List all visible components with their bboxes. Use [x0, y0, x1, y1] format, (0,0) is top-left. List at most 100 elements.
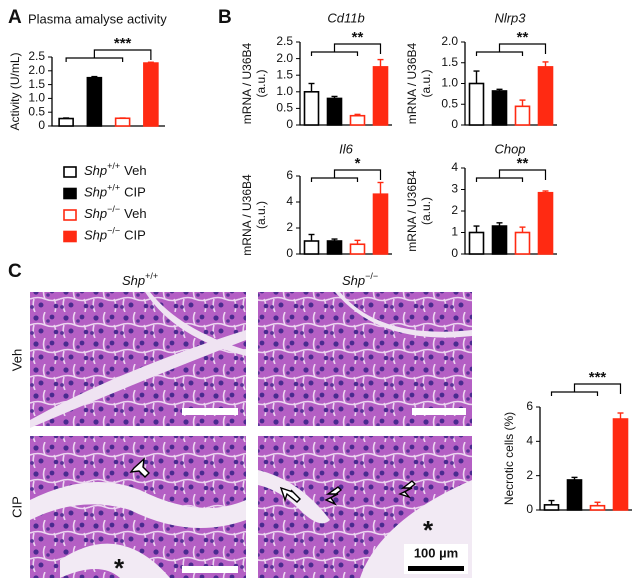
y-tick-label: 2	[526, 468, 533, 482]
legend-swatch	[63, 166, 77, 178]
y-tick-label: 1.0	[441, 76, 458, 90]
genotype: −/−	[107, 204, 120, 214]
chart-title: Chop	[494, 141, 525, 156]
significance-bracket	[475, 169, 547, 182]
genotype: +/+	[107, 161, 120, 171]
y-tick-label: 0	[286, 117, 293, 131]
chart-title: Cd11b	[327, 10, 364, 25]
bar	[303, 91, 320, 126]
y-tick-label: 1.5	[441, 55, 458, 69]
bar	[372, 66, 389, 126]
scale-label: 100 µm	[414, 545, 458, 560]
bar	[612, 418, 629, 511]
legend-swatch	[63, 209, 77, 221]
significance-bracket	[310, 43, 382, 56]
y-tick-label: 1.0	[276, 84, 293, 98]
y-axis-label: mRNA / U36B4	[405, 170, 419, 252]
bar	[543, 504, 560, 511]
significance-bracket	[310, 169, 382, 182]
y-tick-label: 0	[451, 246, 458, 260]
y-tick-label: 2	[451, 203, 458, 217]
bar	[326, 97, 343, 126]
bar	[514, 105, 531, 126]
genotype: +/+	[145, 271, 158, 281]
y-tick-label: 0	[286, 246, 293, 260]
bar	[491, 225, 508, 255]
significance: **	[517, 155, 529, 172]
legend-label: Shp−/− CIP	[84, 226, 146, 243]
y-axis-label: Activity (U/mL)	[8, 52, 22, 130]
bar	[143, 62, 159, 127]
legend-label: Shp+/+ Veh	[84, 161, 147, 178]
significance-bracket	[65, 49, 152, 62]
significance-bracket	[475, 43, 547, 56]
gene: Shp	[122, 273, 145, 288]
y-axis-label: (a.u.)	[419, 69, 433, 97]
histology-image	[258, 292, 472, 426]
row-label: Veh	[9, 349, 24, 371]
y-tick-label: 4	[451, 160, 458, 174]
bar	[372, 193, 389, 255]
legend-swatch	[63, 230, 77, 243]
connective-tissue	[30, 470, 472, 578]
legend-label: Shp+/+ CIP	[84, 183, 146, 200]
y-axis-label: (a.u.)	[419, 197, 433, 225]
significance: **	[517, 29, 529, 46]
chart-title: Plasma amalyse activity	[28, 11, 167, 26]
panel-label: A	[8, 7, 22, 28]
y-tick-label: 0	[451, 117, 458, 131]
bar	[514, 231, 531, 255]
histology-grid: 100 µm * * Veh CIP	[9, 292, 472, 583]
row-label: CIP	[9, 496, 24, 518]
significance: ***	[114, 35, 132, 52]
chart-title: Nlrp3	[494, 10, 526, 25]
column-label: Shp−/−	[342, 271, 378, 288]
significance-bracket	[550, 383, 622, 396]
gene: Shp	[84, 228, 107, 243]
y-tick-label: 2.0	[276, 51, 293, 65]
bar	[566, 479, 583, 511]
bar	[537, 66, 554, 126]
bar	[537, 191, 554, 255]
significance: *	[355, 155, 361, 172]
bar	[86, 76, 103, 127]
bar	[349, 243, 366, 255]
panel-label: C	[8, 261, 22, 282]
y-tick-label: 1.0	[28, 91, 45, 105]
genotype: −/−	[107, 226, 120, 236]
y-tick-label: 1.5	[276, 67, 293, 81]
bar	[589, 504, 606, 511]
y-tick-label: 2	[286, 220, 293, 234]
legend-label: Shp−/− Veh	[84, 204, 147, 221]
genotype: −/−	[365, 271, 378, 281]
y-axis-label: (a.u.)	[254, 69, 268, 97]
marker: *	[114, 553, 125, 583]
arrows	[129, 457, 417, 506]
y-tick-label: 2.0	[441, 34, 458, 48]
y-axis-label: (a.u.)	[254, 201, 268, 229]
y-tick-label: 0	[38, 118, 45, 132]
bar	[349, 114, 366, 126]
significance: **	[352, 29, 364, 46]
gene: Shp	[84, 206, 107, 221]
y-tick-label: 0.5	[441, 96, 458, 110]
treatment: Veh	[124, 206, 146, 221]
scale-bar	[182, 566, 238, 573]
y-tick-label: 0	[526, 502, 533, 516]
scale-bar	[412, 408, 466, 415]
bar	[468, 231, 485, 255]
column-label: Shp+/+	[122, 271, 158, 288]
bar	[58, 117, 74, 127]
y-tick-label: 2.0	[28, 63, 45, 77]
bar	[468, 82, 485, 126]
scale-bar	[182, 408, 238, 415]
treatment: Veh	[124, 163, 146, 178]
y-tick-label: 0.5	[276, 101, 293, 115]
y-tick-label: 6	[286, 168, 293, 182]
scale-bar	[408, 566, 464, 571]
chart-title: Il6	[339, 141, 354, 156]
y-axis-label: Necrotic cells (%)	[502, 412, 516, 505]
y-axis-label: mRNA / U36B4	[240, 174, 254, 256]
y-axis-label: mRNA / U36B4	[240, 42, 254, 124]
